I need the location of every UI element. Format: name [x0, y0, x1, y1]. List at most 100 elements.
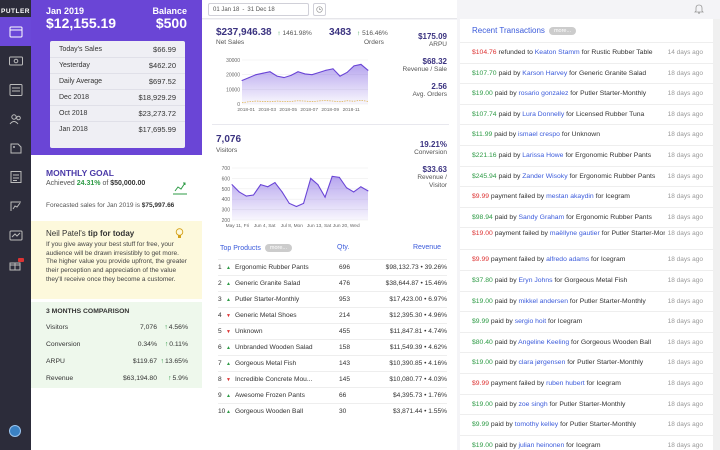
customer-link[interactable]: tomothy kelley: [514, 421, 559, 429]
stats-value: $462.20: [148, 61, 176, 70]
clock-icon[interactable]: [313, 3, 326, 16]
product-row[interactable]: 10 ▲ Gorgeous Wooden Ball 30 $3,871.44 • 1.5…: [218, 403, 447, 419]
sidebar-item-dashboard[interactable]: [0, 17, 31, 46]
customer-link[interactable]: clara jørgensen: [518, 359, 566, 367]
date-range-picker[interactable]: 01 Jan 18-31 Dec 18: [208, 3, 309, 16]
product-rank: 1: [218, 264, 222, 271]
customer-link[interactable]: maëllyne gautier: [549, 230, 600, 238]
transaction-verb: paid by: [490, 318, 513, 326]
product-row[interactable]: 3 ▲ Putler Starter-Monthly 953 $17,423.00 • …: [218, 291, 447, 307]
transaction-amount: $107.74: [472, 110, 497, 118]
transaction-row[interactable]: $104.76 refunded to Keaton Stamm for Rus…: [460, 42, 713, 63]
customer-link[interactable]: Zander Wisoky: [522, 172, 568, 180]
transaction-time: 18 days ago: [664, 130, 703, 141]
product-row[interactable]: 2 ▲ Generic Granite Salad 476 $38,644.87 • 1…: [218, 275, 447, 291]
top-products-more-button[interactable]: more...: [264, 244, 292, 252]
product-qty: 143: [339, 360, 351, 367]
transaction-row[interactable]: $98.94 paid by Sandy Graham for Ergonomi…: [460, 206, 713, 228]
transaction-time: 18 days ago: [664, 317, 703, 328]
sidebar-item-reports[interactable]: [0, 162, 31, 191]
customer-link[interactable]: Larissa Howe: [522, 152, 564, 159]
customer-link[interactable]: Karson Harvey: [522, 69, 568, 77]
transaction-amount: $37.80: [472, 277, 493, 284]
product-row[interactable]: 7 ▲ Gorgeous Metal Fish 143 $10,390.85 • 4.1…: [218, 355, 447, 371]
data-point: [262, 72, 264, 74]
sidebar-item-products[interactable]: [0, 133, 31, 162]
comparison-title: 3 MONTHS COMPARISON: [46, 308, 130, 315]
comparison-value: $63,194.80: [122, 374, 157, 382]
transaction-row[interactable]: $19.00 paid by clara jørgensen for Putle…: [460, 352, 713, 373]
transaction-row[interactable]: $19.00 paid by mikkel andersen for Putle…: [460, 290, 713, 312]
transaction-row[interactable]: $19.00 payment failed by maëllyne gautie…: [460, 227, 713, 249]
transaction-product: for Ergonomic Rubber Pants: [565, 152, 652, 159]
customer-link[interactable]: zoe singh: [518, 400, 548, 408]
customer-link[interactable]: Angeline Keeling: [518, 338, 570, 346]
customer-link[interactable]: Sandy Graham: [518, 213, 565, 221]
insights-icon: [9, 230, 22, 240]
customer-link[interactable]: Lura Donnelly: [522, 110, 565, 118]
sidebar-item-sales[interactable]: [0, 46, 31, 75]
transaction-row[interactable]: $11.99 paid by ismael crespo for Unknown…: [460, 124, 713, 145]
product-name: Gorgeous Metal Fish: [235, 360, 297, 367]
customer-link[interactable]: ruben hubert: [546, 380, 585, 387]
transaction-row[interactable]: $107.74 paid by Lura Donnelly for Licens…: [460, 103, 713, 125]
product-row[interactable]: 5 ▼ Unknown 455 $11,847.81 • 4.74%: [218, 323, 447, 339]
customer-link[interactable]: alfredo adams: [546, 256, 590, 264]
revenue-column-header[interactable]: Revenue: [412, 244, 441, 251]
transaction-verb: paid by: [494, 131, 517, 139]
qty-column-header[interactable]: Qty.: [337, 244, 350, 251]
recent-transactions-title[interactable]: Recent Transactions more...: [472, 26, 577, 35]
visitors-label: Visitors: [216, 147, 238, 154]
transaction-row[interactable]: $9.99 paid by tomothy kelley for Putler …: [460, 414, 713, 435]
customer-link[interactable]: sergio hoit: [514, 318, 547, 326]
transactions-more-button[interactable]: more...: [548, 26, 577, 35]
transaction-row[interactable]: $37.80 paid by Eryn Johns for Gorgeous M…: [460, 270, 713, 291]
sidebar-item-subscriptions[interactable]: [0, 191, 31, 220]
customer-link[interactable]: mestan akaydin: [546, 193, 594, 201]
transaction-row[interactable]: $9.99 payment failed by mestan akaydin f…: [460, 186, 713, 207]
transaction-row[interactable]: $80.40 paid by Angeline Keeling for Gorg…: [460, 331, 713, 353]
product-row[interactable]: 8 ▼ Incredible Concrete Mou... 145 $10,080.7…: [218, 371, 447, 387]
transaction-row[interactable]: $19.00 paid by julian heinonen for Icegr…: [460, 434, 713, 450]
product-row[interactable]: 4 ▼ Generic Metal Shoes 214 $12,395.30 • 4.9…: [218, 307, 447, 323]
scrollbar[interactable]: [713, 19, 720, 450]
product-revenue: $12,395.30 • 4.96%: [389, 312, 447, 319]
customer-link[interactable]: mikkel andersen: [518, 297, 569, 305]
transaction-verb: paid by: [494, 213, 517, 221]
top-products-title[interactable]: Top Products more...: [220, 244, 292, 252]
transaction-row[interactable]: $9.99 payment failed by ruben hubert for…: [460, 373, 713, 394]
x-tick-label: 2018-11: [343, 107, 361, 113]
putler-logo[interactable]: PUTLER: [1, 7, 30, 15]
transaction-amount: $19.00: [472, 230, 493, 238]
revenue-per-sale-kpi: $68.32 Revenue / Sale: [402, 57, 447, 73]
customer-link[interactable]: Keaton Stamm: [534, 49, 580, 56]
transaction-time: 18 days ago: [664, 109, 703, 120]
data-point: [324, 196, 326, 198]
customer-link[interactable]: Eryn Johns: [518, 277, 553, 284]
transaction-row[interactable]: $9.99 payment failed by alfredo adams fo…: [460, 249, 713, 270]
customer-link[interactable]: ismael crespo: [518, 131, 560, 139]
sidebar-item-insights[interactable]: [0, 220, 31, 249]
transaction-row[interactable]: $245.94 paid by Zander Wisoky for Ergono…: [460, 165, 713, 187]
comparison-label: ARPU: [46, 357, 65, 365]
product-row[interactable]: 9 ▲ Awesome Frozen Pants 66 $4,395.73 • 1.76…: [218, 387, 447, 403]
transaction-verb: paid by: [494, 297, 517, 305]
sidebar-item-customers[interactable]: [0, 104, 31, 133]
date-bar: 01 Jan 18-31 Dec 18: [202, 0, 457, 19]
product-row[interactable]: 1 ▲ Ergonomic Rubber Pants 696 $98,132.73 • …: [218, 259, 447, 275]
customer-link[interactable]: rosario gonzalez: [518, 90, 569, 98]
transaction-row[interactable]: $9.99 paid by sergio hoit for Icegram 18 …: [460, 311, 713, 332]
transaction-row[interactable]: $19.00 paid by zoe singh for Putler Star…: [460, 393, 713, 415]
product-qty: 214: [339, 312, 351, 319]
product-revenue: $3,871.44 • 1.55%: [392, 408, 447, 415]
avatar[interactable]: [9, 425, 21, 437]
customer-link[interactable]: julian heinonen: [518, 441, 565, 449]
product-row[interactable]: 6 ▲ Unbranded Wooden Salad 158 $11,549.39 • …: [218, 339, 447, 355]
transaction-row[interactable]: $19.00 paid by rosario gonzalez for Putl…: [460, 83, 713, 104]
x-tick-label: 2018-01: [237, 107, 255, 113]
sidebar-item-gifts[interactable]: [0, 249, 31, 278]
transaction-row[interactable]: $107.70 paid by Karson Harvey for Generi…: [460, 62, 713, 84]
transaction-row[interactable]: $221.16 paid by Larissa Howe for Ergonom…: [460, 145, 713, 166]
bell-icon[interactable]: [694, 3, 704, 14]
sidebar-item-transactions[interactable]: [0, 75, 31, 104]
